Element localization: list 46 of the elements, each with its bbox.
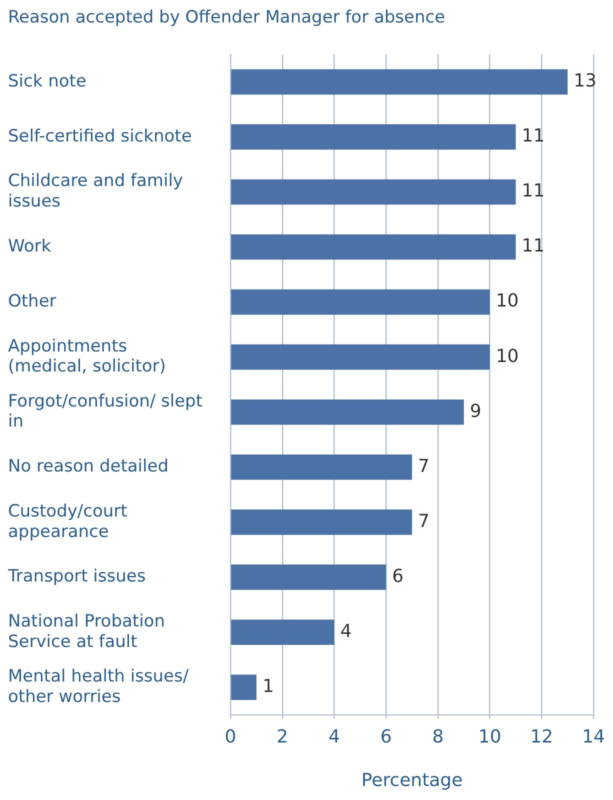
data-label: 7 bbox=[418, 456, 430, 477]
bar bbox=[231, 344, 490, 370]
bar bbox=[231, 564, 386, 590]
data-label: 6 bbox=[392, 566, 404, 587]
data-label: 7 bbox=[418, 510, 430, 532]
data-label: 10 bbox=[496, 346, 519, 367]
data-label: 11 bbox=[522, 180, 545, 202]
bar bbox=[231, 620, 334, 645]
y-tick-label: Custody/court appearance bbox=[8, 501, 128, 542]
bar bbox=[231, 124, 516, 150]
data-label: 4 bbox=[340, 620, 352, 642]
y-tick-label: Work bbox=[8, 236, 52, 256]
x-tick-label: 14 bbox=[582, 726, 605, 748]
x-tick-label: 6 bbox=[380, 726, 392, 748]
y-tick-label: Mental health issues/ other worries bbox=[8, 666, 189, 707]
chart-title: Reason accepted by Offender Manager for absence bbox=[8, 8, 446, 28]
x-tick-label: 4 bbox=[328, 726, 340, 748]
x-tick-label: 2 bbox=[276, 726, 288, 748]
y-tick-label: No reason detailed bbox=[8, 456, 168, 477]
bar bbox=[231, 234, 516, 260]
y-tick-label: Sick note bbox=[8, 71, 86, 92]
data-label: 13 bbox=[574, 70, 597, 92]
data-label: 9 bbox=[470, 400, 482, 422]
bar bbox=[231, 289, 490, 315]
bar bbox=[231, 454, 412, 480]
data-label: 11 bbox=[522, 236, 545, 257]
x-axis-title: Percentage bbox=[361, 770, 463, 791]
y-tick-label: National Probation Service at fault bbox=[8, 611, 165, 652]
data-label: 1 bbox=[262, 676, 274, 697]
x-tick-label: 8 bbox=[432, 726, 444, 748]
bar bbox=[231, 179, 516, 205]
x-tick-label: 0 bbox=[224, 726, 236, 748]
bar bbox=[231, 399, 464, 425]
y-tick-label: Self-certified sicknote bbox=[8, 126, 192, 146]
x-tick-label: 12 bbox=[530, 726, 554, 748]
y-tick-label: Other bbox=[8, 291, 56, 312]
y-tick-label: Transport issues bbox=[7, 566, 146, 587]
bar bbox=[231, 674, 256, 700]
data-label: 11 bbox=[522, 126, 545, 147]
bar bbox=[231, 510, 412, 535]
y-tick-label: Childcare and family issues bbox=[8, 171, 183, 212]
y-tick-label: Appointments (medical, solicitor) bbox=[8, 336, 166, 377]
bar bbox=[231, 69, 568, 95]
x-tick-label: 10 bbox=[478, 726, 502, 748]
y-tick-label: Forgot/confusion/ slept in bbox=[8, 391, 203, 432]
data-label: 10 bbox=[496, 290, 519, 312]
